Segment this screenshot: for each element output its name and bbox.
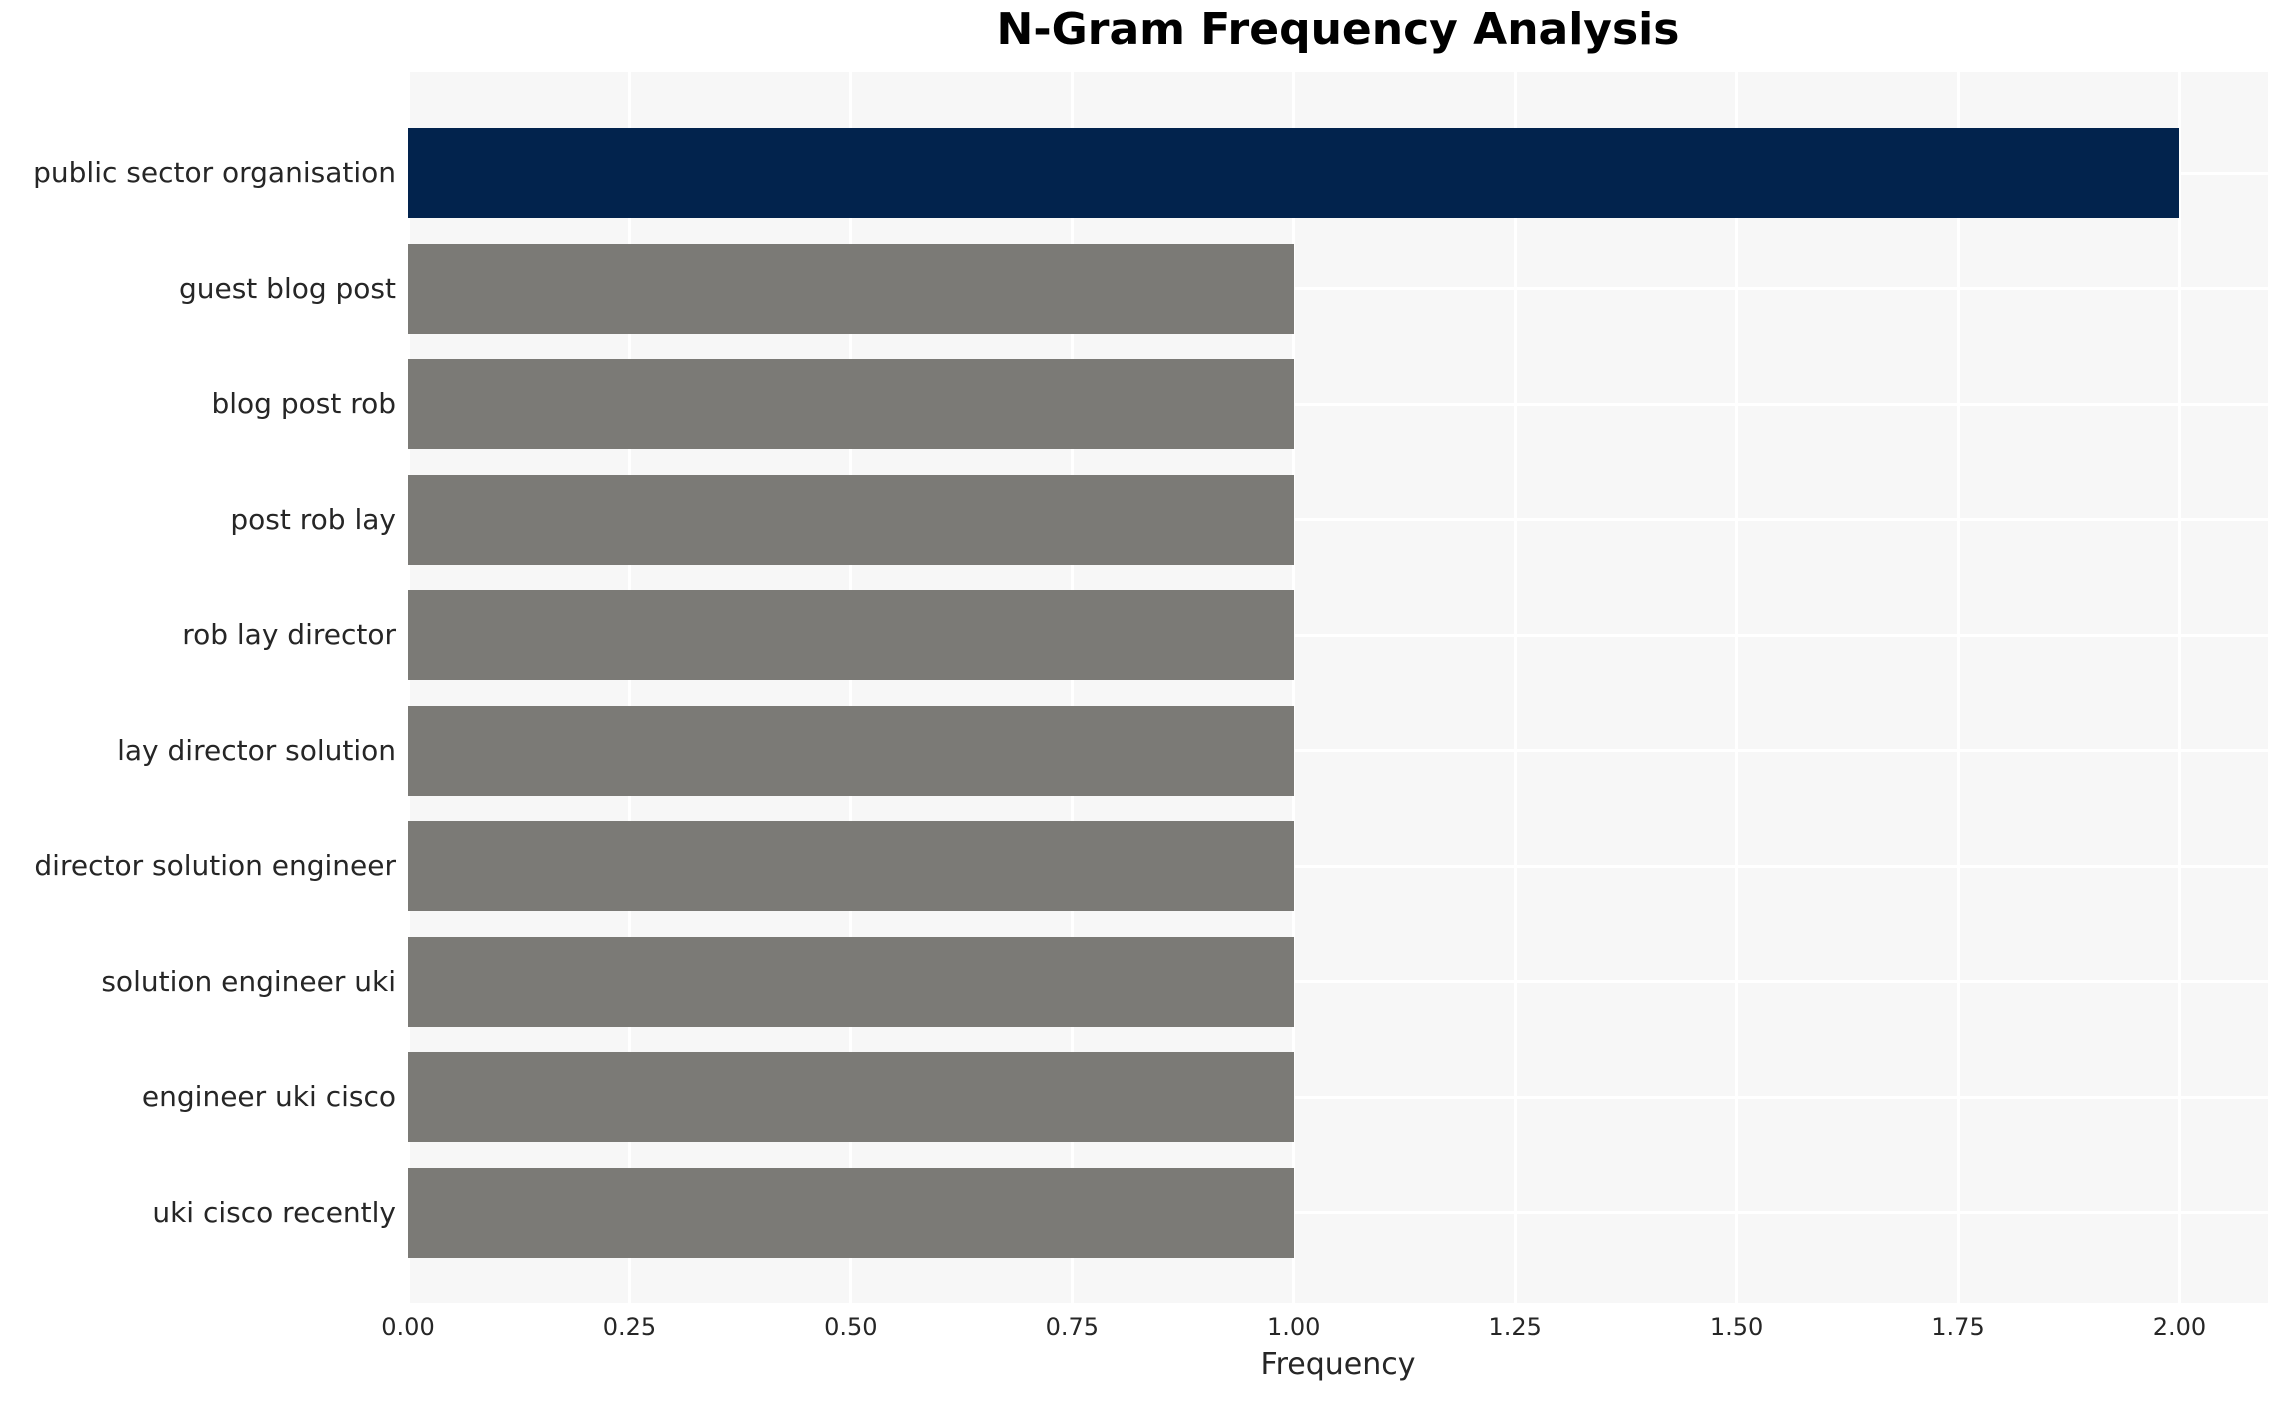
horizontal-gridline [408,402,2268,406]
bar [408,1052,1294,1142]
vertical-gridline [1292,72,1296,1303]
vertical-gridline [406,72,410,1303]
bar [408,359,1294,449]
horizontal-gridline [408,864,2268,868]
x-tick-label: 1.25 [1488,1313,1542,1341]
horizontal-gridline [408,518,2268,521]
x-tick-label: 0.00 [381,1313,435,1341]
y-tick-label: director solution engineer [34,849,396,882]
bar [408,936,1294,1027]
vertical-gridline [1070,72,1074,1303]
vertical-gridline [627,72,631,1303]
horizontal-gridline [408,749,2268,752]
y-tick-label: guest blog post [178,271,396,305]
bar [408,128,2180,218]
x-axis-title: Frequency [1260,1347,1416,1382]
y-tick-label: engineer uki cisco [141,1080,396,1113]
y-axis-labels: public sector organisation guest blog pos… [0,72,396,1303]
y-tick-label: lay director solution [117,733,396,767]
horizontal-gridline [408,980,2268,983]
y-tick-label: uki cisco recently [152,1195,396,1229]
horizontal-gridline [408,287,2268,290]
chart-title: N-Gram Frequency Analysis [996,4,1680,55]
horizontal-gridline [408,1095,2268,1099]
bar [408,474,1294,565]
bar [408,821,1294,911]
x-tick-label: 0.75 [1045,1313,1099,1341]
horizontal-gridline [408,1211,2268,1214]
y-tick-label: public sector organisation [33,156,396,189]
y-tick-label: solution engineer uki [101,964,396,998]
x-tick-label: 1.50 [1709,1313,1764,1341]
vertical-gridline [1735,72,1739,1303]
y-tick-label: rob lay director [182,618,396,651]
x-tick-label: 1.75 [1931,1313,1985,1341]
vertical-gridline [1956,72,1960,1303]
bar [408,243,1294,334]
x-tick-label: 0.50 [824,1313,878,1341]
horizontal-gridline [408,633,2268,637]
vertical-gridline [849,72,853,1303]
vertical-gridline [1513,72,1517,1303]
x-tick-label: 2.00 [2152,1313,2207,1341]
y-tick-label: post rob lay [230,502,396,536]
vertical-gridline [2177,72,2181,1303]
x-tick-label: 0.25 [602,1313,657,1341]
y-tick-label: blog post rob [211,387,396,420]
x-tick-label: 1.00 [1266,1313,1321,1341]
bar [408,705,1294,796]
bar [408,590,1294,680]
plot-area [406,72,2268,1303]
x-axis-ticks: 0.00 0.25 0.50 0.75 1.00 1.25 1.50 1.75 2.00 [381,1311,2268,1343]
bar [408,1167,1294,1258]
